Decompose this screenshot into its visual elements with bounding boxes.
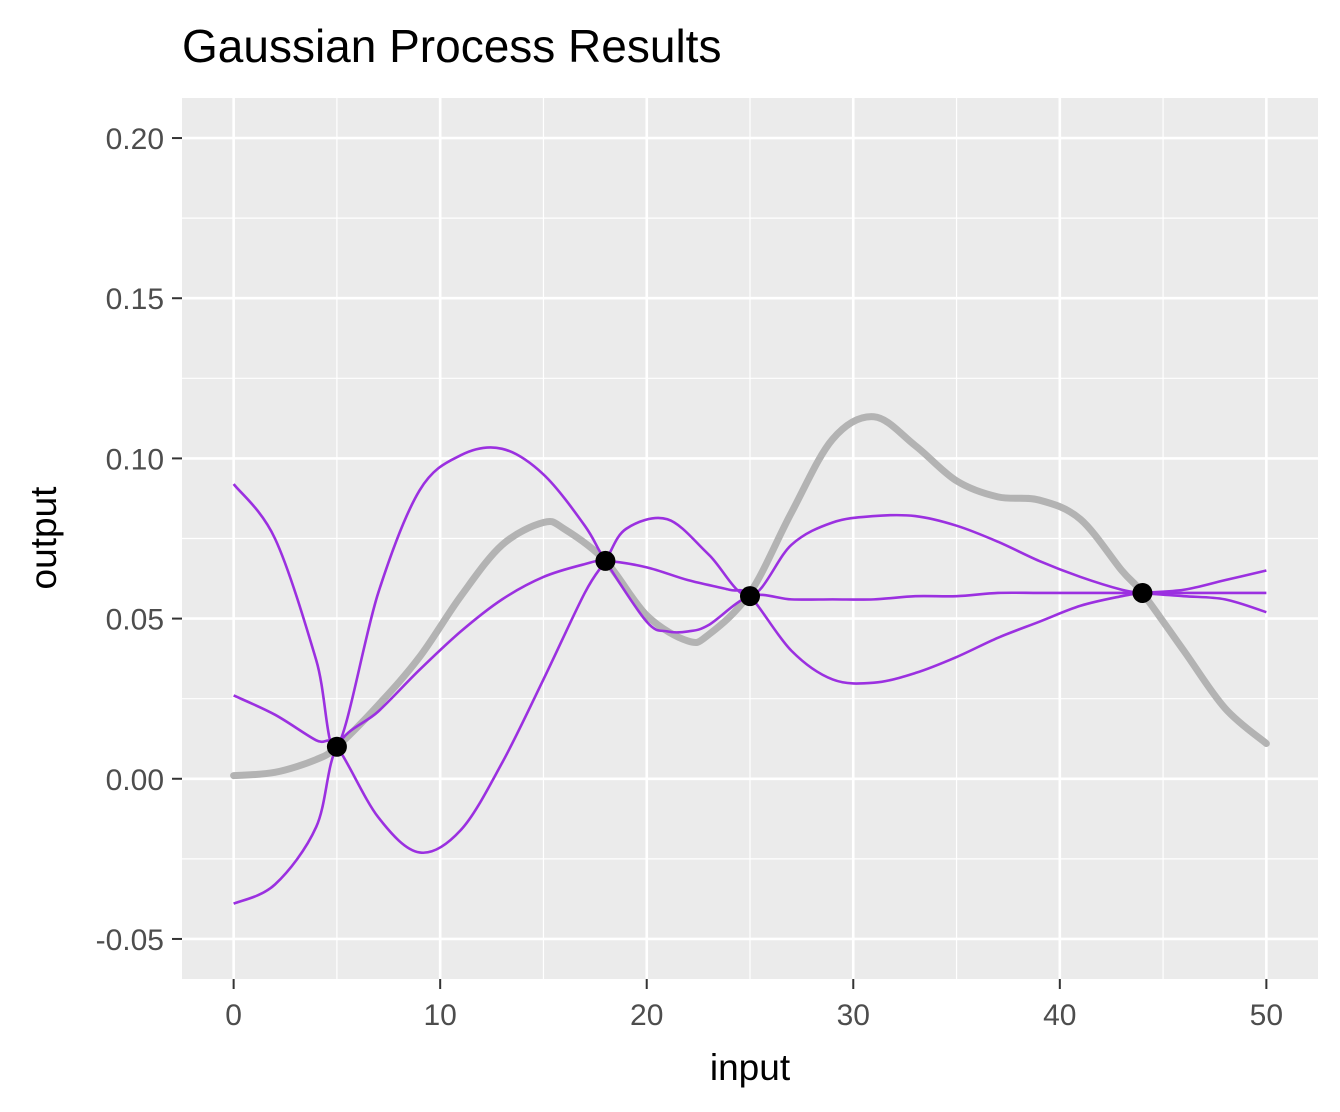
y-tick-label: 0.10 bbox=[106, 443, 164, 476]
x-tick-label: 30 bbox=[837, 999, 870, 1032]
y-tick-label: 0.00 bbox=[106, 764, 164, 797]
x-tick-label: 40 bbox=[1043, 999, 1076, 1032]
observation-points-layer bbox=[326, 550, 1153, 757]
y-axis-label: output bbox=[23, 486, 64, 590]
sample-curve-1 bbox=[232, 446, 1267, 750]
axis-ticks bbox=[172, 137, 1268, 989]
observation-point bbox=[326, 736, 347, 757]
sample-curve-3 bbox=[233, 559, 1267, 905]
x-tick-label: 10 bbox=[423, 999, 456, 1032]
observation-point bbox=[595, 550, 616, 571]
chart-title: Gaussian Process Results bbox=[182, 20, 721, 72]
sample-curve-2 bbox=[233, 513, 1267, 855]
x-axis-tick-labels: 0 10 20 30 40 50 bbox=[225, 999, 1283, 1032]
y-axis-tick-labels: -0.05 0.00 0.05 0.10 0.15 0.20 bbox=[96, 123, 164, 957]
x-axis-label: input bbox=[710, 1047, 791, 1088]
x-tick-label: 20 bbox=[630, 999, 663, 1032]
x-tick-label: 0 bbox=[225, 999, 242, 1032]
minor-gridlines bbox=[182, 98, 1318, 979]
sample-curves-layer bbox=[232, 446, 1267, 905]
x-tick-label: 50 bbox=[1250, 999, 1283, 1032]
true-function-line bbox=[230, 413, 1270, 780]
y-tick-label: 0.15 bbox=[106, 283, 164, 316]
y-tick-label: 0.20 bbox=[106, 123, 164, 156]
y-tick-label: 0.05 bbox=[106, 604, 164, 637]
major-gridlines bbox=[182, 98, 1318, 979]
true-function-layer bbox=[230, 413, 1270, 780]
observation-point bbox=[1132, 582, 1153, 603]
y-tick-label: -0.05 bbox=[96, 924, 164, 957]
observation-point bbox=[740, 586, 760, 607]
